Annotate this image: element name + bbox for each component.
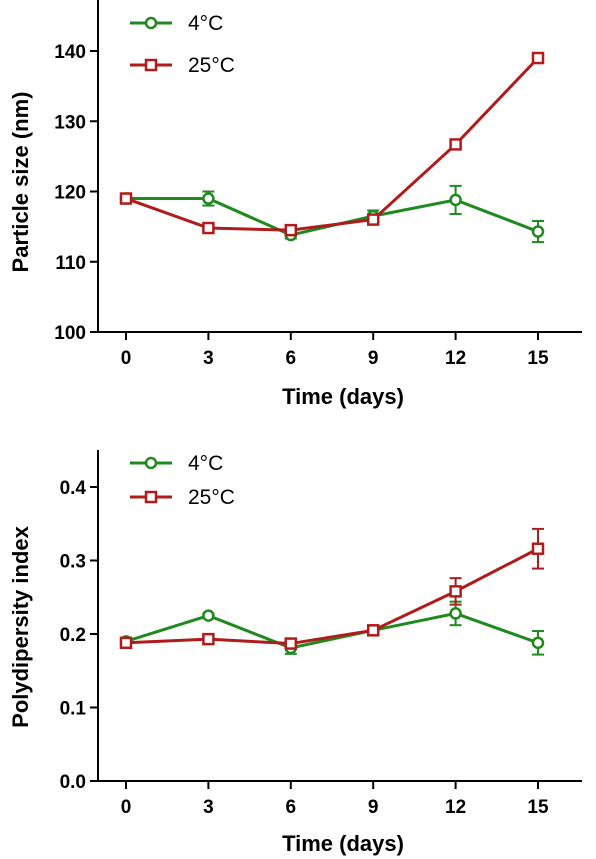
series-line-25c: [125, 547, 539, 646]
particle-size-axes: [97, 0, 582, 333]
x-tick-label: 0: [121, 797, 132, 818]
legend-25c-marker: [144, 58, 158, 72]
x-tick-label: 15: [527, 797, 549, 818]
y-tick-label: 120: [54, 183, 86, 204]
polydispersity-x-title: Time (days): [282, 831, 404, 856]
polydispersity-chart: 4°C 25°C 0.0 0.1 0.2 0.3 0.4 0 3 6 9 12 15 Time (…: [8, 450, 582, 856]
polydispersity-y-ticks: 0.0 0.1 0.2 0.3 0.4: [60, 478, 98, 793]
x-tick-label: 12: [445, 797, 466, 818]
y-tick-label: 130: [54, 112, 86, 133]
data-point-25c: [119, 636, 133, 650]
x-tick-label: 6: [286, 797, 297, 818]
data-point-25c: [531, 542, 545, 555]
series-4c: [119, 184, 545, 244]
data-point-25c: [284, 223, 298, 237]
legend-25c-label: 25°C: [188, 486, 235, 509]
data-point-25c: [202, 632, 215, 646]
y-tick-label: 0.3: [60, 552, 86, 573]
y-tick-label: 0.0: [60, 772, 86, 793]
y-tick-label: 0.1: [60, 699, 87, 720]
legend-25c-marker: [144, 490, 158, 504]
series-line-25c: [125, 56, 540, 232]
data-point-25c: [119, 192, 133, 205]
legend-4c-marker: [144, 456, 158, 470]
data-point-4c: [449, 193, 462, 207]
data-point-25c: [202, 221, 215, 235]
x-tick-label: 9: [368, 797, 379, 818]
x-tick-label: 9: [368, 348, 379, 369]
x-tick-label: 15: [527, 348, 549, 369]
data-point-25c: [284, 637, 298, 650]
data-point-4c: [449, 607, 462, 620]
polydispersity-legend: 4°C 25°C: [130, 452, 235, 509]
particle-size-x-ticks: 0 3 6 9 12 15: [121, 332, 549, 369]
data-point-25c: [366, 213, 380, 226]
data-point-25c: [449, 138, 462, 151]
data-point-25c: [531, 51, 545, 65]
legend-25c-label: 25°C: [188, 54, 235, 77]
data-point-4c: [531, 636, 545, 650]
legend-4c-label: 4°C: [188, 452, 223, 475]
particle-size-series: [119, 51, 545, 244]
data-point-25c: [449, 585, 462, 598]
y-tick-label: 140: [54, 42, 86, 63]
x-tick-label: 3: [203, 797, 214, 818]
x-tick-label: 12: [445, 348, 466, 369]
series-line-4c: [125, 611, 539, 650]
legend-4c-label: 4°C: [188, 12, 223, 35]
y-tick-label: 0.2: [60, 625, 86, 646]
particle-size-x-title: Time (days): [282, 384, 404, 409]
particle-size-chart: 4°C 25°C 100 110 120 130 140 0 3 6 9 12 15 Time (…: [8, 0, 582, 409]
series-line-4c: [126, 197, 539, 237]
legend-4c-marker: [144, 16, 158, 30]
polydispersity-series: [119, 527, 545, 656]
polydispersity-axes: [97, 450, 582, 782]
series-25c: [119, 527, 545, 650]
x-tick-label: 6: [286, 348, 297, 369]
particle-size-legend: 4°C 25°C: [130, 12, 235, 77]
series-4c: [119, 600, 545, 656]
y-tick-label: 110: [55, 253, 86, 274]
y-tick-label: 100: [54, 323, 86, 344]
polydispersity-x-ticks: 0 3 6 9 12 15: [121, 781, 549, 818]
series-25c: [119, 51, 545, 237]
x-tick-label: 0: [121, 348, 132, 369]
data-point-4c: [531, 225, 545, 238]
particle-size-y-title: Particle size (nm): [8, 92, 33, 273]
polydispersity-y-title: Polydipersity index: [8, 525, 33, 727]
data-point-4c: [202, 192, 215, 205]
x-tick-label: 3: [203, 348, 214, 369]
y-tick-label: 0.4: [60, 478, 87, 499]
data-point-25c: [366, 624, 380, 637]
particle-size-y-ticks: 100 110 120 130 140: [54, 42, 98, 344]
data-point-4c: [202, 609, 215, 622]
